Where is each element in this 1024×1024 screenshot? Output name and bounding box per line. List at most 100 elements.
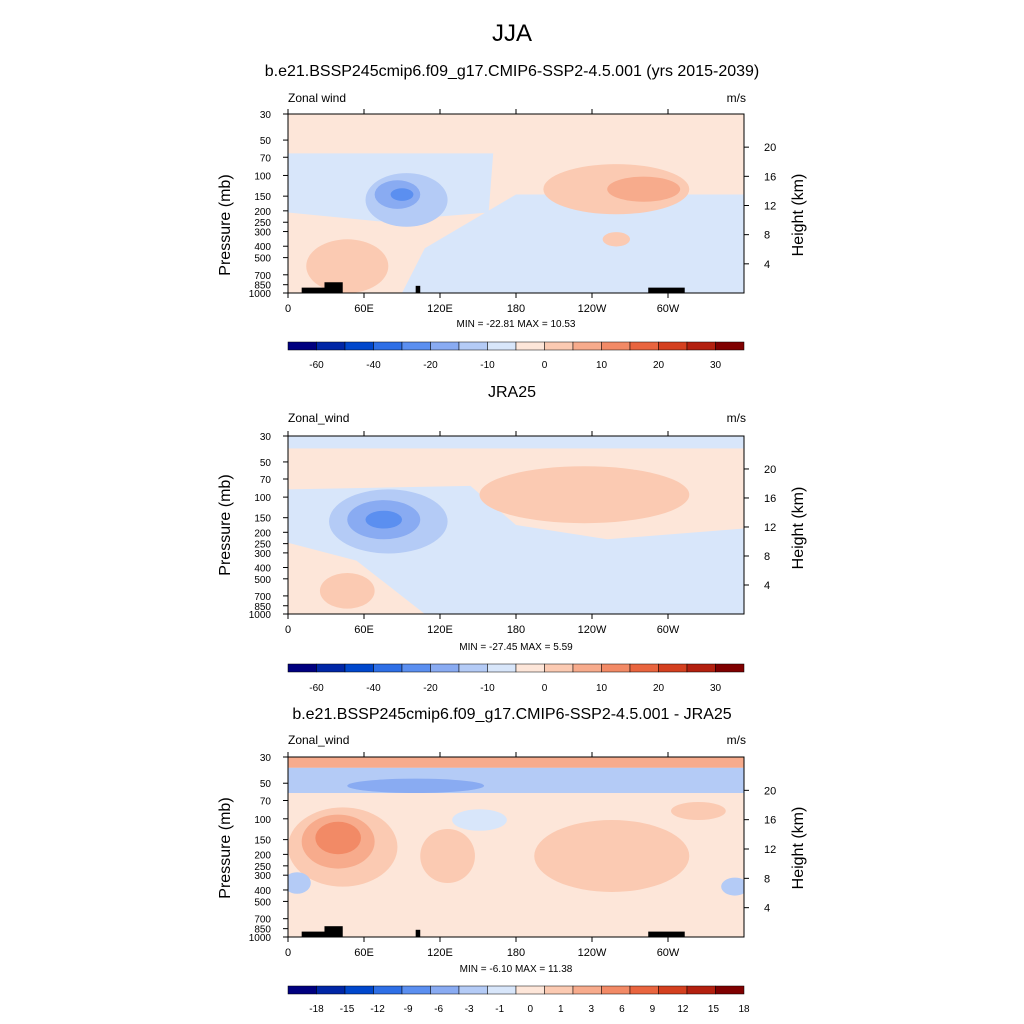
- panel-2-contours: [288, 436, 744, 614]
- height-tick-label: 12: [764, 844, 776, 856]
- panel-3-colorbar: -18 -15 -12 -9 -6 -3 -1 0 1 3 6 9 12 15 18: [287, 985, 750, 1015]
- contour-region: [365, 510, 403, 529]
- colorbar-label: -3: [465, 1004, 474, 1015]
- colorbar-label: 30: [710, 360, 722, 371]
- colorbar-swatch: [715, 663, 745, 673]
- colorbar-swatch: [686, 341, 716, 351]
- colorbar-label: -9: [404, 1004, 413, 1015]
- colorbar-swatch: [515, 663, 545, 673]
- height-tick-label: 8: [764, 873, 770, 885]
- colorbar-label: -6: [434, 1004, 443, 1015]
- colorbar-swatch: [430, 341, 460, 351]
- colorbar-swatch: [344, 985, 374, 995]
- colorbar-label: 1: [558, 1004, 564, 1015]
- panel-1-variable: Zonal wind: [288, 91, 347, 105]
- y-tick-label: 700: [254, 915, 271, 926]
- y-axis-label: Pressure (mb): [217, 474, 234, 575]
- y-tick-label: 50: [260, 136, 272, 147]
- y-tick-label: 400: [254, 242, 271, 253]
- colorbar-label: 18: [738, 1004, 750, 1015]
- colorbar-label: 9: [650, 1004, 656, 1015]
- panel-1-colorbar: -60 -40 -20 -10 0 10 20 30: [287, 341, 745, 371]
- y-tick-label: 50: [260, 779, 272, 790]
- y-tick-label: 100: [254, 493, 271, 504]
- colorbar-swatch: [686, 663, 716, 673]
- colorbar-label: 10: [596, 360, 608, 371]
- colorbar-label: 3: [589, 1004, 595, 1015]
- colorbar-swatch: [458, 985, 488, 995]
- colorbar-label: -60: [309, 360, 324, 371]
- colorbar-label: 12: [677, 1004, 689, 1015]
- y-tick-label: 200: [254, 207, 271, 218]
- height-axis-label: Height (km): [790, 807, 807, 890]
- colorbar-swatch: [601, 663, 631, 673]
- x-tick-label: 180: [507, 303, 525, 315]
- contour-region: [721, 877, 744, 896]
- terrain-mask: [648, 931, 685, 937]
- colorbar-label: -15: [340, 1004, 355, 1015]
- x-tick-label: 120W: [578, 303, 607, 315]
- colorbar-swatch: [430, 985, 460, 995]
- contour-region: [607, 176, 681, 202]
- colorbar-label: -18: [309, 1004, 324, 1015]
- colorbar-swatch: [601, 985, 631, 995]
- y-tick-label: 300: [254, 871, 271, 882]
- x-tick-label: 60W: [657, 303, 680, 315]
- panel-3-units: m/s: [726, 733, 746, 747]
- colorbar-swatch: [629, 985, 659, 995]
- colorbar-label: 0: [542, 360, 548, 371]
- y-tick-label: 30: [260, 753, 272, 764]
- y-tick-label: 700: [254, 271, 271, 282]
- panel-2-units: m/s: [726, 411, 746, 425]
- main-title: JJA: [491, 20, 532, 47]
- colorbar-swatch: [572, 985, 602, 995]
- panel-1-title: b.e21.BSSP245cmip6.f09_g17.CMIP6-SSP2-4.…: [264, 63, 760, 80]
- panel-1-stats: MIN = -22.81 MAX = 10.53: [456, 319, 576, 330]
- colorbar-label: -10: [480, 683, 495, 694]
- height-tick-label: 8: [764, 551, 770, 563]
- colorbar-label: 0: [527, 1004, 533, 1015]
- contour-region: [479, 466, 690, 524]
- colorbar-swatch: [572, 341, 602, 351]
- y-axis-label: Pressure (mb): [217, 174, 234, 275]
- colorbar-label: -40: [366, 360, 381, 371]
- y-tick-label: 250: [254, 218, 271, 229]
- height-tick-label: 4: [764, 903, 770, 915]
- y-tick-label: 250: [254, 540, 271, 551]
- y-tick-label: 150: [254, 836, 271, 847]
- x-tick-label: 0: [285, 303, 291, 315]
- colorbar-label: -1: [495, 1004, 504, 1015]
- y-tick-label: 1000: [249, 610, 272, 621]
- y-tick-label: 30: [260, 432, 272, 443]
- panel-3-contours: [288, 757, 744, 937]
- x-tick-label: 120E: [427, 303, 453, 315]
- y-tick-label: 200: [254, 850, 271, 861]
- height-tick-label: 8: [764, 230, 770, 242]
- height-tick-label: 4: [764, 580, 770, 592]
- y-tick-label: 500: [254, 254, 271, 265]
- y-tick-label: 100: [254, 815, 271, 826]
- terrain-mask: [301, 287, 334, 293]
- y-tick-label: 100: [254, 171, 271, 182]
- colorbar-swatch: [715, 341, 745, 351]
- x-tick-label: 120W: [578, 624, 607, 636]
- colorbar-swatch: [686, 985, 716, 995]
- panel-3-stats: MIN = -6.10 MAX = 11.38: [459, 964, 573, 975]
- panel-3-title: b.e21.BSSP245cmip6.f09_g17.CMIP6-SSP2-4.…: [292, 706, 732, 723]
- colorbar-swatch: [515, 341, 545, 351]
- height-tick-label: 16: [764, 815, 776, 827]
- colorbar-swatch: [344, 663, 374, 673]
- x-tick-label: 0: [285, 947, 291, 959]
- colorbar-label: 10: [596, 683, 608, 694]
- contour-region: [288, 757, 744, 768]
- y-tick-label: 850: [254, 602, 271, 613]
- height-tick-label: 12: [764, 200, 776, 212]
- colorbar-swatch: [373, 341, 403, 351]
- terrain-mask: [415, 929, 421, 937]
- contour-region: [420, 829, 475, 883]
- panel-1-plot: 0 60E 120E 180 120W 60W3050701001502002503004…: [217, 109, 807, 371]
- y-tick-label: 200: [254, 528, 271, 539]
- contour-region: [390, 188, 414, 201]
- colorbar-swatch: [658, 985, 688, 995]
- y-tick-label: 150: [254, 514, 271, 525]
